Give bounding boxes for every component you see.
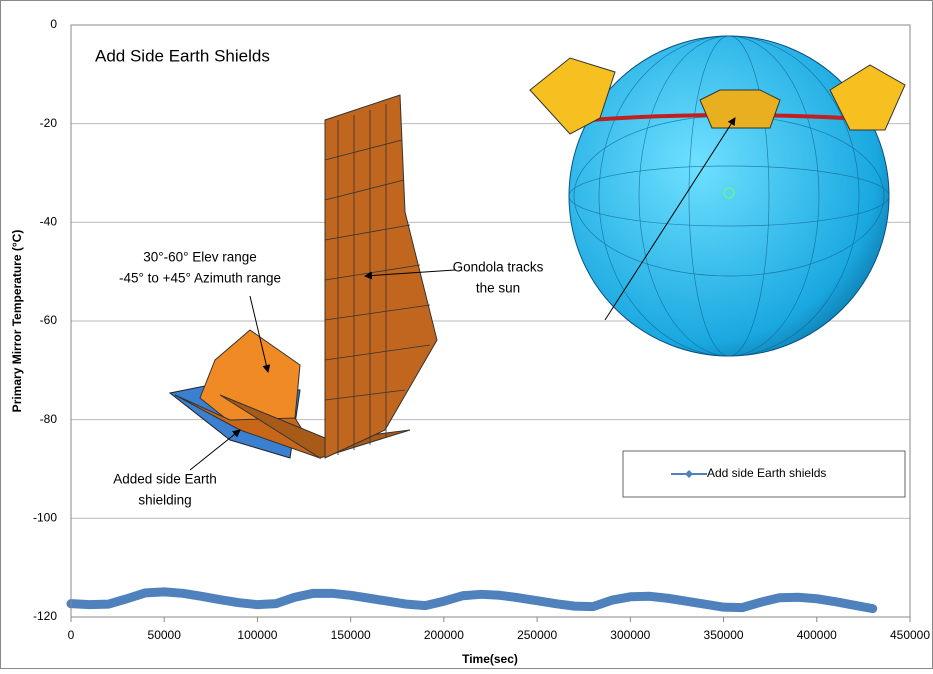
x-tick-label: 250000 [517,628,557,642]
y-tick-label: -40 [40,215,58,229]
x-tick-label: 200000 [424,628,464,642]
legend-box [622,450,906,498]
legend-marker [685,470,693,478]
x-tick-label: 150000 [331,628,371,642]
x-tick-label: 350000 [704,628,744,642]
sphere-illustration [529,35,906,357]
x-tick-label: 300000 [610,628,650,642]
x-tick-label: 450000 [890,628,930,642]
y-tick-label: -20 [40,116,58,130]
x-tick-label: 0 [68,628,75,642]
y-tick-label: 0 [50,17,57,31]
annotation: Gondola tracks [453,260,544,275]
x-tick-label: 100000 [237,628,277,642]
plot-frame [70,24,911,618]
y-tick-label: -60 [40,313,58,327]
annotation: the sun [476,281,520,296]
x-tick-label: 400000 [797,628,837,642]
annotation: shielding [138,493,191,508]
legend-label: Add side Earth shields [707,466,826,480]
chart-title: Add Side Earth Shields [95,46,270,65]
annotation: 30°-60° Elev range [143,250,257,265]
arrows [189,117,736,471]
gondola-illustration [168,94,438,459]
x-tick-label: 50000 [148,628,182,642]
y-tick-label: -80 [40,412,58,426]
y-axis-label: Primary Mirror Temperature (°C) [10,230,24,413]
x-axis-label: Time(sec) [462,652,518,666]
plot-area: 0 -20 -40 -60 -80 -100 -120 0 50000 100000 150000 2… [33,17,930,642]
y-tick-label: -120 [33,609,57,623]
annotation: Added side Earth [113,472,217,487]
series-line [66,587,878,614]
annotation: -45° to +45° Azimuth range [119,271,281,286]
y-tick-label: -100 [33,511,57,525]
